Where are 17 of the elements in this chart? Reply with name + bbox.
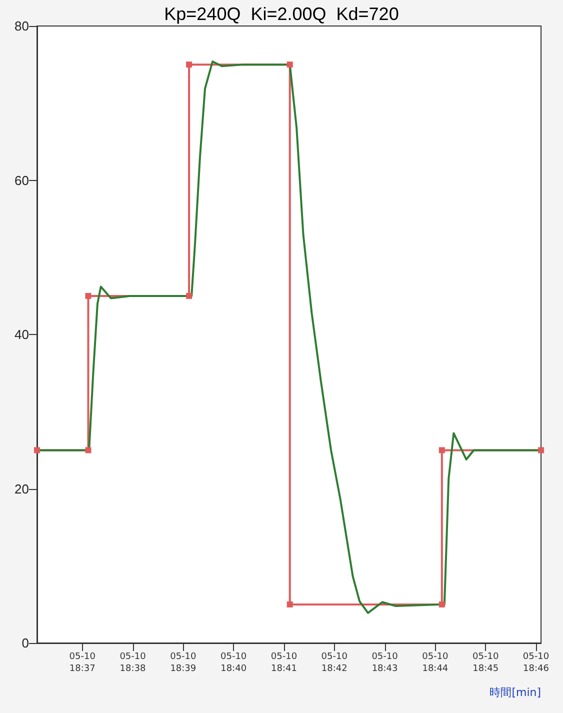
y-tick-label: 0: [22, 636, 29, 650]
y-tick-label: 40: [14, 327, 29, 342]
chart-title: Kp=240Q Ki=2.00Q Kd=720: [164, 4, 399, 24]
x-tick-label: 05-10 18:38: [120, 652, 146, 674]
x-tick-label: 05-10 18:37: [69, 652, 96, 674]
x-tick-label: 05-10 18:39: [170, 652, 197, 674]
x-tick-label: 05-10 18:40: [220, 652, 247, 674]
y-tick-label: 20: [14, 481, 29, 496]
x-tick-label: 05-10 18:41: [270, 652, 298, 674]
y-tick-label: 80: [14, 18, 29, 34]
x-tick-label: 05-10 18:44: [422, 652, 449, 674]
y-tick-label: 60: [14, 172, 29, 188]
x-axis-title: 時間[min]: [490, 686, 542, 699]
x-tick-label: 05-10 18:42: [321, 652, 348, 674]
x-tick-label: 05-10 18:45: [472, 652, 499, 674]
x-tick-label: 05-10 18:43: [372, 652, 398, 674]
x-tick-label: 05-10 18:46: [522, 652, 550, 674]
